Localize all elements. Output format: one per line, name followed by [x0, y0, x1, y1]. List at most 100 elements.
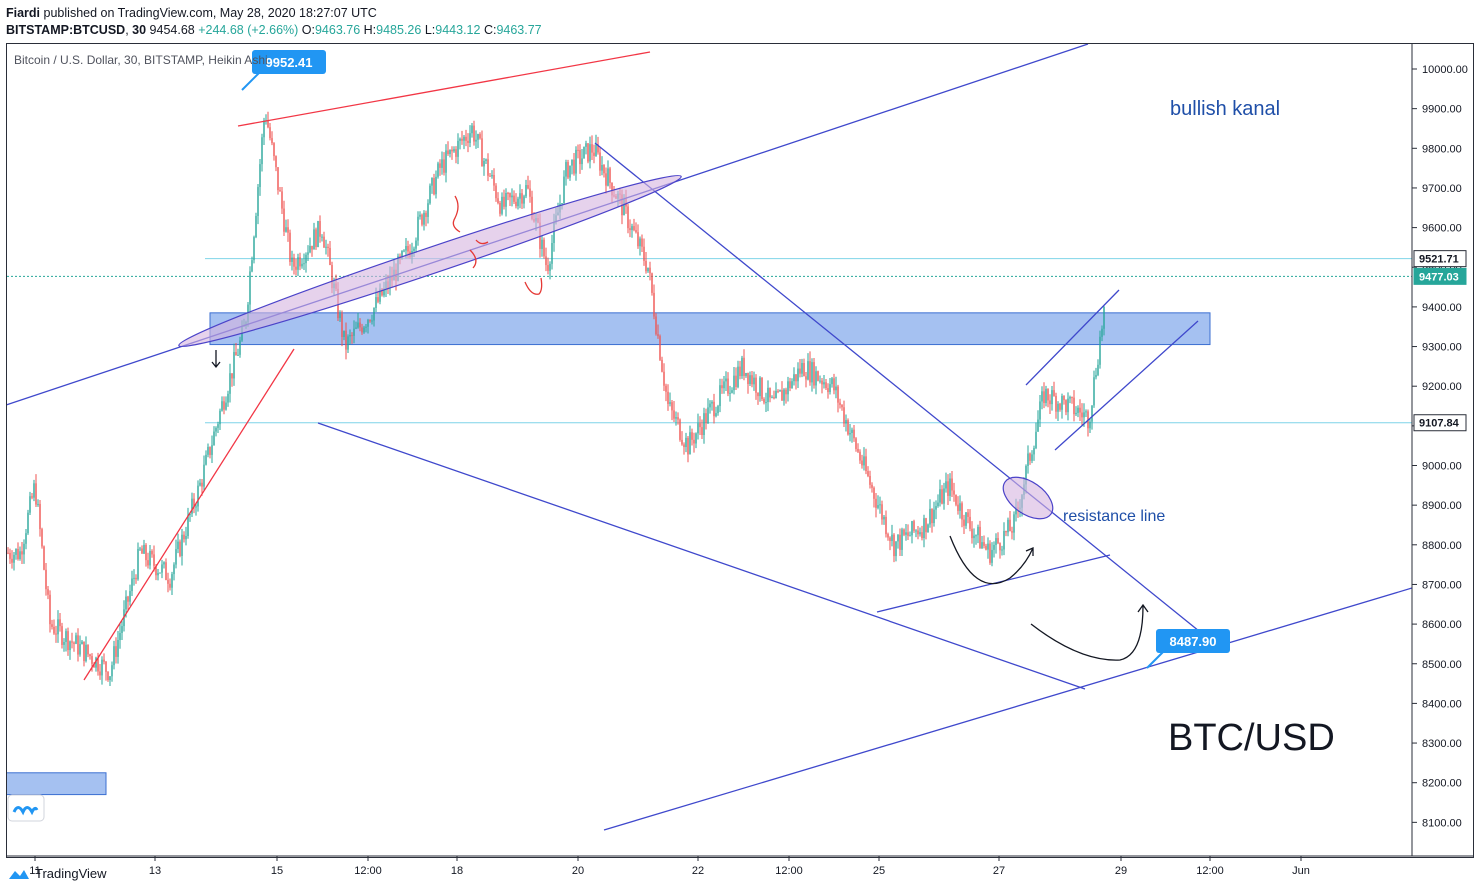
- candle-body: [635, 230, 637, 233]
- candle-body: [91, 656, 93, 664]
- candle-body: [999, 543, 1001, 551]
- candle-body: [155, 565, 157, 576]
- candle-body: [89, 654, 91, 657]
- candle-body: [791, 381, 793, 389]
- price-tick-label: 8200.00: [1422, 778, 1462, 790]
- candle-body: [931, 508, 933, 524]
- candle-body: [183, 534, 185, 540]
- candle-body: [187, 514, 189, 536]
- candle-body: [281, 191, 283, 209]
- candle-body: [191, 498, 193, 514]
- candle-body: [867, 471, 869, 476]
- candle-body: [1077, 407, 1079, 413]
- candle-body: [1067, 398, 1069, 413]
- candle-body: [997, 538, 999, 544]
- candle-body: [517, 198, 519, 207]
- candle-body: [531, 196, 533, 220]
- candle-body: [933, 509, 935, 524]
- red-squiggle-3: [524, 277, 543, 295]
- candle-body: [575, 149, 577, 174]
- candle-body: [939, 489, 941, 503]
- candle-body: [477, 134, 479, 140]
- price-tick-label: 9900.00: [1422, 104, 1462, 116]
- last-value: 9454.68: [149, 23, 195, 37]
- price-tick-label: 9300.00: [1422, 342, 1462, 354]
- candle-body: [79, 644, 81, 655]
- candle-body: [501, 196, 503, 214]
- low-zone-rect: [7, 772, 107, 796]
- candle-body: [357, 322, 359, 328]
- candle-body: [981, 542, 983, 549]
- candle-body: [433, 178, 435, 195]
- candle-body: [39, 503, 41, 530]
- candle-body: [671, 402, 673, 411]
- candle-body: [207, 446, 209, 455]
- candle-body: [483, 160, 485, 167]
- candle-body: [917, 530, 919, 535]
- candle-body: [913, 521, 915, 531]
- candle-body: [1029, 453, 1031, 461]
- candle-body: [331, 265, 333, 289]
- candle-body: [993, 544, 995, 550]
- candle-body: [755, 377, 757, 393]
- candle-body: [541, 239, 543, 249]
- candle-body: [1071, 397, 1073, 399]
- candle-body: [589, 144, 591, 162]
- candle-body: [677, 417, 679, 420]
- candles: [7, 111, 1105, 686]
- candle-body: [739, 366, 741, 377]
- price-tick-label: 9800.00: [1422, 143, 1462, 155]
- candle-body: [157, 572, 159, 576]
- candle-body: [61, 626, 63, 645]
- candle-body: [603, 164, 605, 174]
- chart-frame[interactable]: [6, 43, 1474, 858]
- candle-body: [935, 506, 937, 510]
- candle-body: [229, 373, 231, 394]
- candle-body: [551, 242, 553, 264]
- price-tick-label: 8900.00: [1422, 500, 1462, 512]
- candle-body: [679, 419, 681, 440]
- l-label: L:: [424, 23, 436, 37]
- candle-body: [293, 257, 295, 267]
- price-tick-label: 8600.00: [1422, 619, 1462, 631]
- candle-body: [687, 437, 689, 455]
- candle-body: [825, 382, 827, 389]
- candle-body: [815, 371, 817, 386]
- candle-body: [1051, 390, 1053, 405]
- candle-body: [837, 386, 839, 403]
- candle-body: [943, 488, 945, 504]
- candle-body: [317, 221, 319, 247]
- candle-body: [227, 393, 229, 403]
- candle-body: [1103, 306, 1105, 329]
- candle-body: [363, 327, 365, 333]
- candle-body: [787, 381, 789, 395]
- candle-body: [643, 246, 645, 261]
- candle-body: [51, 624, 53, 627]
- candle-body: [267, 120, 269, 128]
- candle-body: [445, 150, 447, 173]
- candle-body: [369, 319, 371, 322]
- time-tick-label: 12:00: [775, 865, 803, 877]
- price-tick-label: 9700.00: [1422, 183, 1462, 195]
- candle-body: [975, 535, 977, 537]
- candle-body: [505, 192, 507, 207]
- candle-body: [885, 516, 887, 535]
- candle-body: [215, 427, 217, 432]
- candle-body: [1091, 405, 1093, 422]
- candle-body: [193, 498, 195, 508]
- candle-body: [569, 165, 571, 178]
- time-tick-label: 13: [149, 865, 161, 877]
- candle-body: [163, 562, 165, 565]
- price-label-box: [1413, 250, 1467, 268]
- candle-body: [237, 354, 239, 356]
- candle-body: [73, 642, 75, 644]
- candle-body: [839, 402, 841, 405]
- candle-body: [817, 371, 819, 381]
- candle-body: [963, 519, 965, 526]
- h-label: H:: [363, 23, 377, 37]
- candle-body: [821, 380, 823, 385]
- candle-body: [1049, 400, 1051, 405]
- candle-body: [57, 619, 59, 635]
- candle-body: [407, 246, 409, 252]
